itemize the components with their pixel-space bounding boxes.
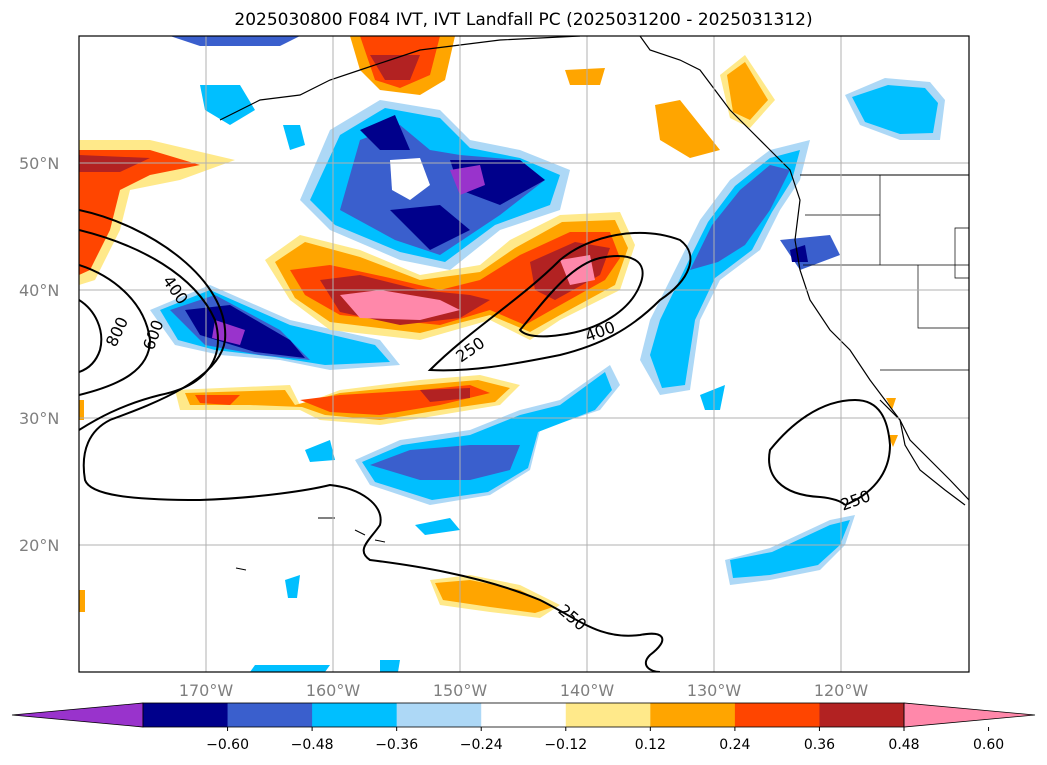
pc-positive-region-south-2	[435, 580, 553, 613]
coastline-alaska	[219, 36, 581, 121]
pc-negative-patch-3	[285, 575, 300, 598]
ivt-contour-250-mid	[427, 231, 692, 372]
graticule	[79, 36, 969, 672]
pc-positive-region-top-core	[370, 55, 420, 80]
coastline-baja	[879, 399, 966, 506]
pc-positive-patch-3	[886, 398, 898, 447]
pc-negative-region-south-3	[370, 445, 520, 480]
pc-positive-region-lower-core	[420, 388, 470, 402]
colorbar-segment	[734, 703, 820, 727]
pc-positive-region-lower-3	[195, 385, 490, 415]
pc-negative-region-coast-core	[790, 245, 808, 262]
map-frame	[78, 35, 970, 673]
colorbar-segment	[312, 703, 398, 727]
pc-negative-region-central-3	[340, 125, 545, 255]
pc-negative-region-coast-3	[690, 165, 840, 270]
colorbar-segment	[396, 703, 482, 727]
pc-negative-region-ne-2	[852, 85, 938, 134]
colorbar-tick-label: 0.24	[719, 737, 750, 753]
colorbar-segment	[819, 703, 905, 727]
colorbar-segment	[565, 703, 651, 727]
colorbar-extend-high	[903, 702, 1036, 728]
state-borders	[803, 175, 969, 371]
colorbar-tick-label: −0.48	[291, 737, 334, 753]
colorbar-segment	[481, 703, 567, 727]
map-contents: 800 600 400 250 400 250 250	[79, 36, 969, 672]
pc-negative-patch-4	[700, 385, 725, 410]
ivt-contour-600	[79, 264, 152, 396]
ivt-contour-250-east	[768, 398, 892, 506]
ivt-contour-800	[79, 299, 103, 373]
lon-label-160w: 160°W	[306, 681, 361, 700]
lat-label-50n: 50°N	[19, 154, 59, 173]
lon-label-150w: 150°W	[433, 681, 488, 700]
lon-label-130w: 130°W	[687, 681, 742, 700]
pc-negative-patch-5	[250, 660, 400, 672]
colorbar-tick-label: 0.12	[635, 737, 666, 753]
pc-positive-region-ne-2	[727, 62, 768, 120]
map-title: 2025030800 F084 IVT, IVT Landfall PC (20…	[234, 10, 813, 30]
lat-label-20n: 20°N	[19, 536, 59, 555]
colorbar-tick-label: −0.12	[544, 737, 587, 753]
lon-label-120w: 120°W	[814, 681, 869, 700]
pc-positive-patch-2	[79, 400, 84, 420]
colorbar-tick-label: −0.36	[375, 737, 418, 753]
ivt-contour-400-mid	[518, 255, 644, 338]
colorbar-frame	[142, 702, 905, 728]
pc-negative-region-left-core	[212, 320, 245, 345]
colorbar-tick-label: −0.24	[460, 737, 503, 753]
pc-hole-central	[390, 158, 430, 200]
colorbar-extend-low	[11, 702, 144, 728]
hawaii-islands	[235, 517, 386, 571]
map-background	[79, 36, 969, 672]
pc-positive-region-nw-inner	[79, 150, 200, 275]
pc-negative-patch-1	[305, 440, 335, 462]
coastline-north-america	[639, 36, 969, 501]
lat-label-30n: 30°N	[19, 409, 59, 428]
lon-label-170w: 170°W	[179, 681, 234, 700]
pc-negative-region-se-2	[730, 520, 850, 578]
colorbar-tick-label: 0.36	[804, 737, 835, 753]
ivt-contours	[79, 209, 892, 672]
longitude-labels: 170°W 160°W 150°W 140°W 130°W 120°W	[179, 681, 869, 700]
colorbar-tick-label: −0.60	[206, 737, 249, 753]
colorbar: −0.60 −0.48 −0.36 −0.24 −0.12 0.12 0.24 0.36 0.4…	[11, 702, 1036, 753]
ivt-contour-250-main	[79, 209, 664, 672]
pc-negative-patch-2	[415, 518, 460, 535]
colorbar-tick-label: 0.48	[888, 737, 919, 753]
colorbar-ticks: −0.60 −0.48 −0.36 −0.24 −0.12 0.12 0.24 0.36 0.4…	[206, 727, 1004, 753]
pc-positive-region-ne-3	[565, 68, 720, 158]
ivt-contour-400-west	[79, 229, 219, 431]
lon-label-140w: 140°W	[560, 681, 615, 700]
pc-positive-region-central-core	[340, 255, 595, 320]
colorbar-tick-label: 0.60	[973, 737, 1004, 753]
colorbar-segments	[143, 703, 905, 727]
pc-negative-region-central-4	[360, 115, 545, 250]
colorbar-segment	[227, 703, 313, 727]
lat-label-40n: 40°N	[19, 281, 59, 300]
pc-negative-region-top	[170, 36, 300, 46]
pc-positive-patch-1	[79, 590, 85, 612]
colorbar-segment	[143, 703, 229, 727]
pc-negative-region-central-core	[450, 165, 485, 195]
latitude-labels: 50°N 40°N 30°N 20°N	[19, 154, 59, 555]
colorbar-segment	[650, 703, 736, 727]
pc-negative-region-sw	[200, 85, 305, 150]
